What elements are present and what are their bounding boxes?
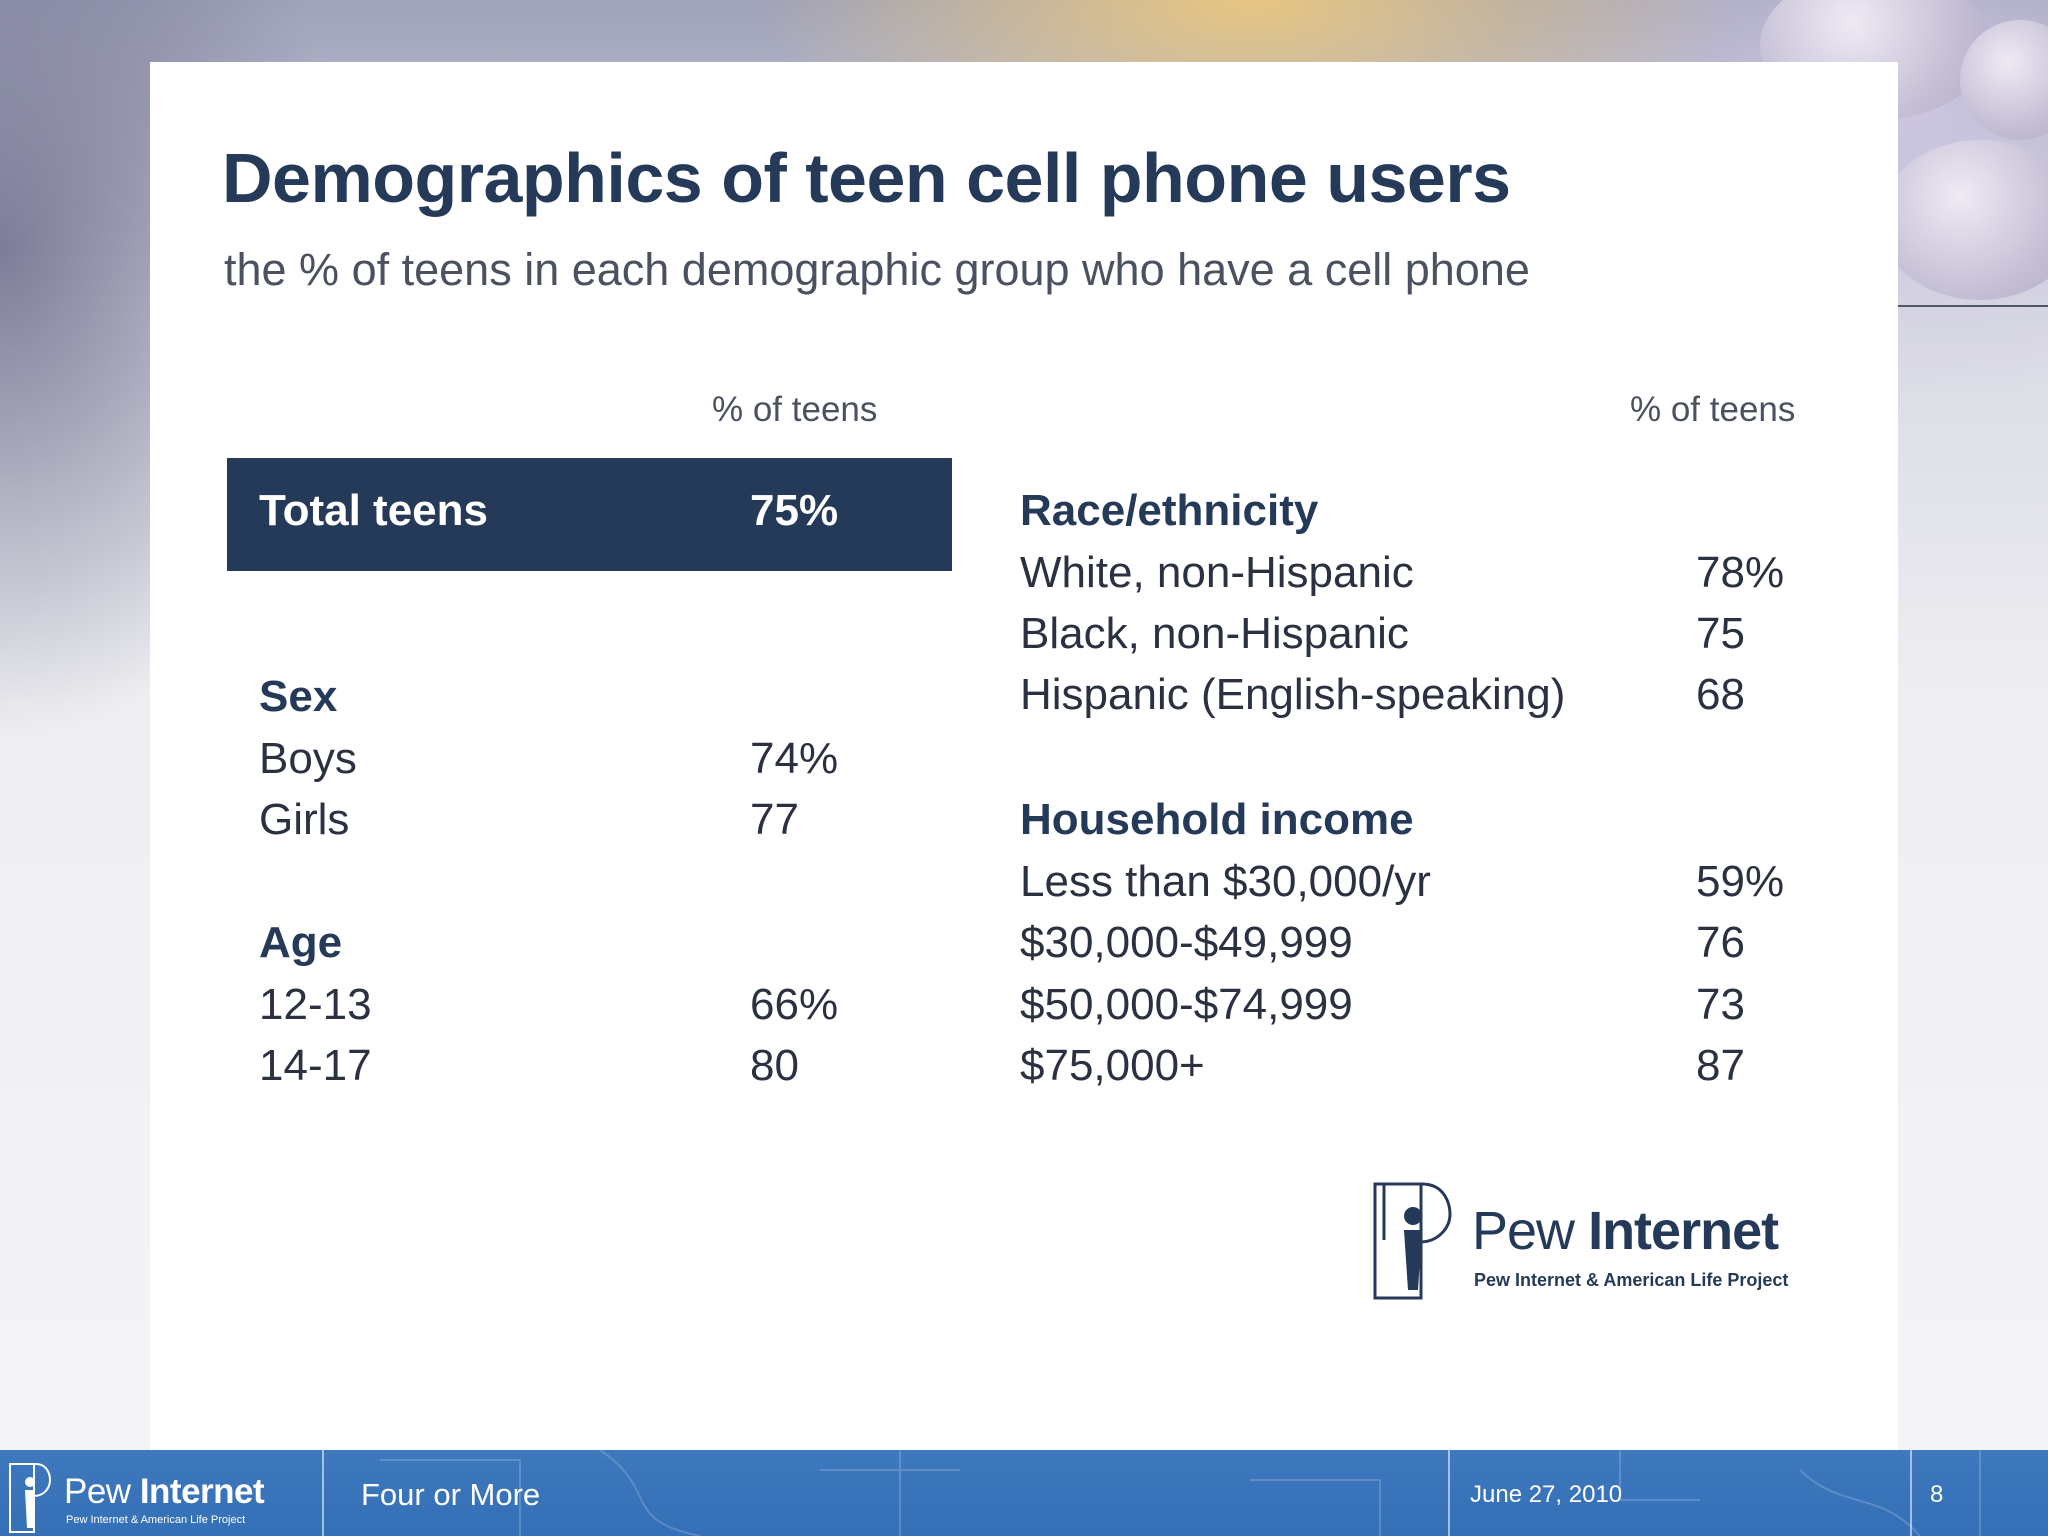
footer-circuit-pattern <box>380 1450 1981 1536</box>
income-row-label: $30,000-$49,999 <box>1020 918 1353 967</box>
race-row-label: Black, non-Hispanic <box>1020 609 1409 658</box>
footer-divider <box>1910 1450 1912 1536</box>
pew-person-keyhole-icon <box>9 1463 52 1533</box>
race-row-label: Hispanic (English-speaking) <box>1020 670 1566 719</box>
footer-logo-tagline: Pew Internet & American Life Project <box>66 1514 246 1526</box>
age-heading: Age <box>259 918 343 967</box>
income-row-label: $50,000-$74,999 <box>1020 980 1353 1029</box>
age-row-value: 80 <box>750 1041 799 1090</box>
slide-title: Demographics of teen cell phone users <box>222 139 1511 217</box>
income-row-label: Less than $30,000/yr <box>1020 857 1431 906</box>
age-row-label: 12-13 <box>259 980 372 1029</box>
slide-subtitle: the % of teens in each demographic group… <box>224 244 1530 295</box>
income-row-value: 59% <box>1696 857 1785 906</box>
sex-row-value: 74% <box>750 734 839 783</box>
sex-row-value: 77 <box>750 795 799 844</box>
right-column-header: % of teens <box>1630 390 1796 429</box>
footer-presentation-title: Four or More <box>361 1477 541 1512</box>
footer-page-number: 8 <box>1930 1481 1944 1508</box>
footer-date: June 27, 2010 <box>1470 1481 1623 1508</box>
footer-logo-wordmark: Pew Internet <box>64 1472 265 1511</box>
pew-logo-wordmark: Pew Internet <box>1472 1201 1779 1261</box>
income-row-value: 73 <box>1696 980 1745 1029</box>
total-teens-banner <box>227 458 952 571</box>
sex-heading: Sex <box>259 672 338 721</box>
income-row-value: 76 <box>1696 918 1745 967</box>
footer-bar: Pew Internet Pew Internet & American Lif… <box>0 1450 2048 1536</box>
race-row-value: 68 <box>1696 670 1745 719</box>
race-heading: Race/ethnicity <box>1020 486 1319 535</box>
pew-internet-logo: Pew Internet Pew Internet & American Lif… <box>1372 1180 1802 1302</box>
pew-person-keyhole-icon <box>1373 1182 1452 1300</box>
left-column-header: % of teens <box>712 390 878 429</box>
race-row-value: 78% <box>1696 548 1785 597</box>
age-row-label: 14-17 <box>259 1041 372 1090</box>
sex-row-label: Girls <box>259 795 350 844</box>
sex-row-label: Boys <box>259 734 357 783</box>
decorative-rule <box>1898 305 2048 307</box>
footer-divider <box>322 1450 324 1536</box>
income-row-label: $75,000+ <box>1020 1041 1205 1090</box>
footer-divider <box>1448 1450 1450 1536</box>
background-phone-key <box>1880 140 2048 300</box>
pew-logo-tagline: Pew Internet & American Life Project <box>1474 1270 1789 1290</box>
total-teens-label: Total teens <box>259 486 489 535</box>
background-phone-key <box>1960 20 2048 140</box>
age-row-value: 66% <box>750 980 839 1029</box>
total-teens-value: 75% <box>750 486 839 535</box>
income-heading: Household income <box>1020 795 1414 844</box>
slide-content-area <box>150 62 1898 1450</box>
income-row-value: 87 <box>1696 1041 1745 1090</box>
race-row-label: White, non-Hispanic <box>1020 548 1414 597</box>
race-row-value: 75 <box>1696 609 1745 658</box>
